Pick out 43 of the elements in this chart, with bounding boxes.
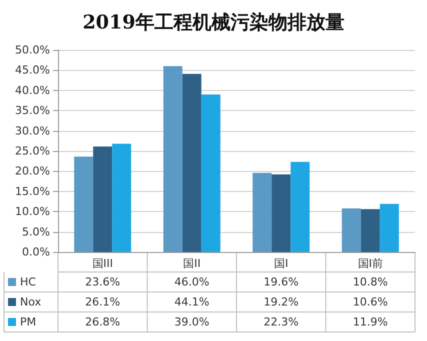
bar: [93, 146, 112, 252]
bar: [272, 174, 291, 252]
bar: [74, 156, 94, 252]
data-label: 10.6%: [352, 296, 388, 308]
x-tick-label: 国II: [183, 257, 201, 270]
data-label: 26.8%: [85, 316, 120, 328]
data-label: 46.0%: [174, 276, 210, 288]
y-tick-label: 35.0%: [15, 104, 50, 118]
y-tick-label: 0.0%: [22, 246, 50, 258]
bar: [201, 94, 220, 252]
chart-title: 2019年工程机械污染物排放量: [82, 12, 344, 34]
data-label: 11.9%: [352, 316, 388, 328]
data-label: 23.6%: [85, 276, 120, 288]
y-tick-label: 30.0%: [15, 124, 50, 138]
data-label: 39.0%: [174, 316, 210, 328]
bar: [342, 208, 361, 252]
y-tick-label: 15.0%: [15, 184, 50, 198]
data-label: 19.2%: [264, 296, 299, 308]
x-tick-label: 国I前: [358, 257, 383, 270]
y-tick-label: 40.0%: [15, 84, 50, 97]
legend-label: PM: [20, 316, 36, 328]
data-label: 44.1%: [174, 296, 210, 308]
legend-label: Nox: [20, 296, 42, 308]
data-label: 19.6%: [264, 276, 299, 288]
y-tick-label: 10.0%: [15, 205, 50, 218]
legend-label: HC: [20, 276, 36, 288]
bar: [182, 74, 202, 252]
y-tick-label: 25.0%: [15, 144, 50, 158]
bar: [360, 209, 380, 252]
bar: [290, 162, 310, 252]
x-tick-label: 国I: [274, 257, 288, 270]
data-label: 10.8%: [352, 276, 388, 288]
bar: [112, 144, 132, 252]
bar: [380, 204, 399, 252]
data-label: 26.1%: [85, 296, 120, 308]
bar: [252, 172, 272, 252]
data-label: 22.3%: [264, 316, 299, 328]
y-tick-label: 45.0%: [15, 64, 50, 77]
y-tick-label: 5.0%: [22, 225, 50, 238]
bar: [163, 66, 182, 252]
y-tick-label: 50.0%: [15, 44, 50, 56]
y-tick-label: 20.0%: [15, 164, 50, 178]
x-tick-label: 国III: [92, 257, 113, 270]
